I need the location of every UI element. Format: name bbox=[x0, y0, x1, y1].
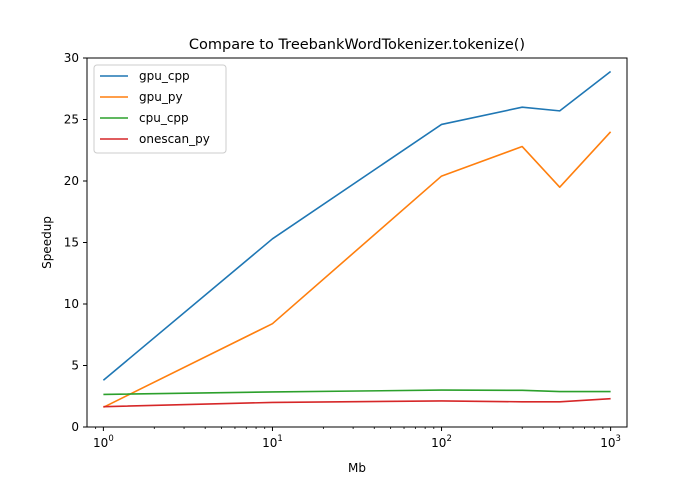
y-tick-label: 5 bbox=[71, 359, 79, 373]
x-tick-label: 100 bbox=[93, 434, 114, 450]
legend-label: gpu_py bbox=[139, 90, 183, 104]
x-axis: 100 101 102 103 bbox=[93, 427, 621, 450]
legend: gpu_cpp gpu_py cpu_cpp onescan_py bbox=[93, 64, 227, 154]
x-tick-label: 102 bbox=[431, 434, 452, 450]
y-tick-label: 0 bbox=[71, 420, 79, 434]
series-line-onescan_py bbox=[103, 397, 611, 408]
y-axis: 0 5 10 15 20 25 30 bbox=[64, 51, 87, 434]
legend-label: cpu_cpp bbox=[139, 111, 189, 125]
series-line-gpu_cpp bbox=[102, 70, 612, 381]
x-tick-label: 103 bbox=[600, 434, 621, 450]
legend-label: gpu_cpp bbox=[139, 69, 190, 83]
series-line-cpu_cpp bbox=[103, 389, 611, 396]
y-axis-label: Speedup bbox=[40, 216, 54, 269]
y-tick-label: 10 bbox=[64, 297, 79, 311]
y-tick-label: 25 bbox=[64, 113, 79, 127]
y-tick-label: 15 bbox=[64, 236, 79, 250]
x-tick-label: 101 bbox=[262, 434, 283, 450]
series-line-gpu_py bbox=[103, 131, 612, 409]
series-layer bbox=[102, 70, 612, 409]
x-axis-label: Mb bbox=[348, 461, 366, 475]
y-tick-label: 30 bbox=[64, 51, 79, 65]
chart-title: Compare to TreebankWordTokenizer.tokeniz… bbox=[189, 37, 525, 53]
y-tick-label: 20 bbox=[64, 174, 79, 188]
legend-label: onescan_py bbox=[139, 132, 210, 146]
legend-box bbox=[93, 64, 227, 154]
